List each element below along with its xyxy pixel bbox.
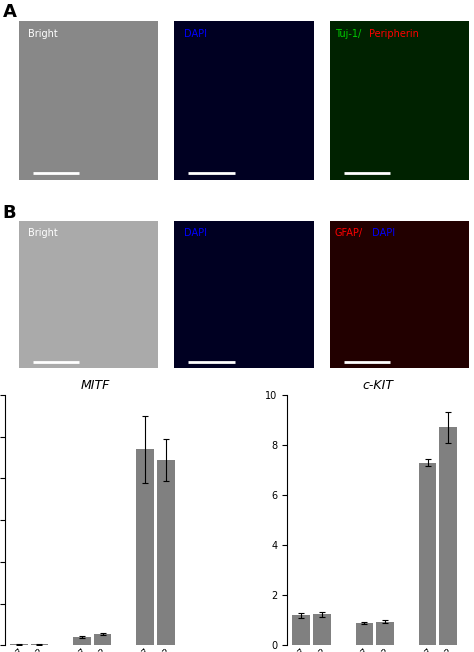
FancyBboxPatch shape — [18, 221, 158, 368]
Text: Peripherin: Peripherin — [369, 29, 419, 38]
Text: DAPI: DAPI — [183, 228, 207, 238]
Bar — [356, 623, 373, 645]
Text: Tuj-1/: Tuj-1/ — [335, 29, 361, 38]
Text: B: B — [2, 204, 16, 222]
Bar — [30, 644, 48, 645]
Bar — [73, 637, 91, 645]
Text: DAPI: DAPI — [183, 29, 207, 38]
Bar — [137, 449, 154, 645]
FancyBboxPatch shape — [174, 22, 314, 180]
Text: A: A — [2, 3, 16, 21]
Bar — [313, 614, 331, 645]
FancyBboxPatch shape — [330, 22, 469, 180]
Bar — [376, 621, 394, 645]
Text: Bright: Bright — [28, 228, 58, 238]
Title: MITF: MITF — [81, 379, 110, 393]
Text: GFAP/: GFAP/ — [335, 228, 363, 238]
Text: DAPI: DAPI — [369, 228, 395, 238]
Bar — [94, 634, 111, 645]
Bar — [292, 615, 310, 645]
Bar — [439, 428, 457, 645]
FancyBboxPatch shape — [18, 22, 158, 180]
FancyBboxPatch shape — [330, 221, 469, 368]
Bar — [10, 644, 28, 645]
FancyBboxPatch shape — [174, 221, 314, 368]
Bar — [419, 462, 437, 645]
Title: c-KIT: c-KIT — [363, 379, 394, 393]
Text: Bright: Bright — [28, 29, 58, 38]
Bar — [157, 460, 174, 645]
